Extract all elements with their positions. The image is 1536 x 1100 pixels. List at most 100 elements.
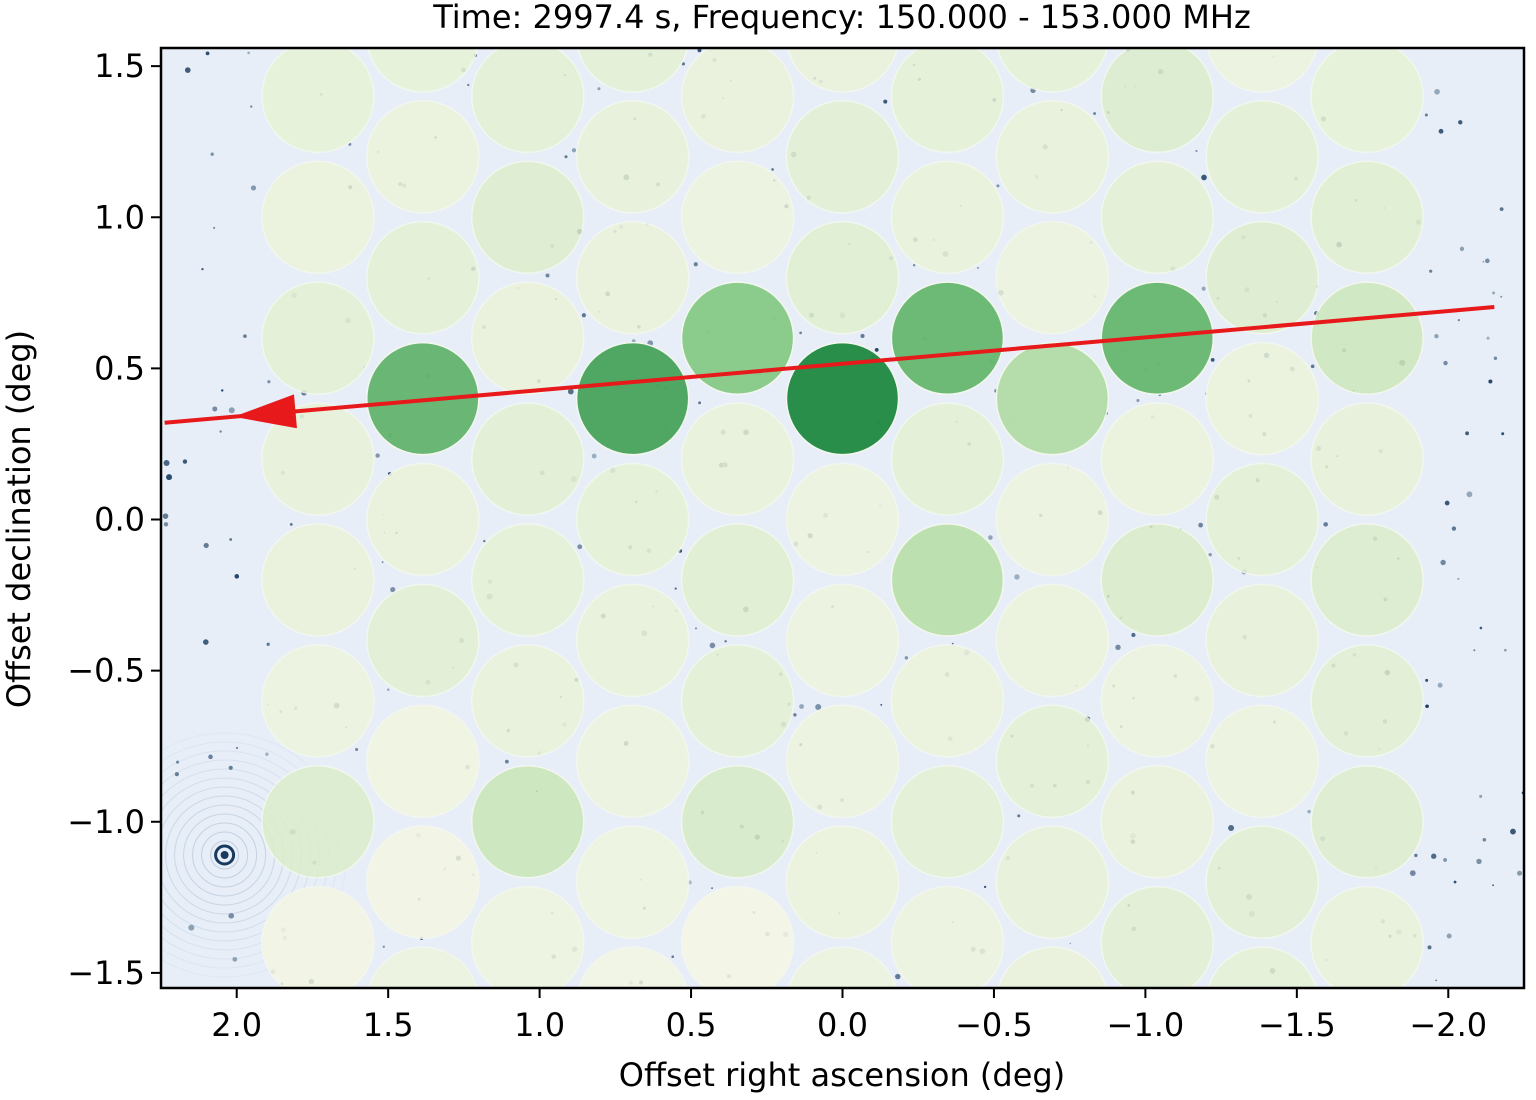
- sky-source-dot: [375, 453, 380, 458]
- sky-source-dot: [977, 266, 979, 269]
- sky-source-dot: [1488, 379, 1493, 384]
- beam-circle: [577, 946, 688, 988]
- beam-circle: [787, 48, 898, 93]
- beam-circle: [575, 341, 690, 456]
- beam-layer: [261, 48, 1424, 1096]
- x-tick-label: −2.0: [1409, 1006, 1487, 1044]
- sky-source-dot: [1434, 333, 1439, 339]
- beam-circle: [890, 523, 1005, 637]
- sky-source-dot: [1014, 574, 1020, 580]
- sky-source-dot: [1201, 174, 1207, 181]
- beam-circle: [890, 48, 1005, 154]
- sky-source-dot: [203, 639, 209, 645]
- sky-source-dot: [1482, 260, 1485, 263]
- sky-source-dot: [545, 273, 550, 278]
- beam-circle: [995, 462, 1110, 577]
- beam-circle: [575, 100, 690, 214]
- sky-source-dot: [883, 99, 888, 104]
- sky-source-dot: [799, 704, 804, 709]
- beam-circle: [995, 341, 1110, 456]
- sky-source-dot: [166, 474, 173, 481]
- chart-title: Time: 2997.4 s, Frequency: 150.000 - 153…: [432, 0, 1251, 36]
- sky-source-dot: [1443, 858, 1447, 862]
- sky-source-dot: [1425, 704, 1429, 709]
- sky-source-dot: [228, 765, 233, 770]
- beam-circle: [366, 462, 480, 577]
- sky-source-dot: [860, 333, 865, 339]
- sky-source-dot: [203, 542, 209, 549]
- beam-circle: [470, 644, 585, 758]
- sky-source-dot: [250, 105, 253, 108]
- sky-source-dot: [1440, 559, 1446, 566]
- sky-source-dot: [1131, 632, 1136, 638]
- sky-source-dot: [228, 407, 235, 414]
- sky-source-dot: [266, 642, 270, 646]
- source-ring: [192, 822, 258, 888]
- sky-source-dot: [1482, 837, 1487, 842]
- beam-circle: [1310, 885, 1424, 988]
- sky-source-dot: [880, 703, 883, 706]
- sky-source-dot: [267, 380, 271, 384]
- sky-source-dot: [904, 656, 909, 660]
- x-tick-label: 2.0: [211, 1006, 262, 1044]
- beam-circle: [262, 1008, 374, 1096]
- beam-circle: [1310, 764, 1424, 879]
- beam-circle: [261, 160, 375, 275]
- y-axis: 1.5 1.0 0.5 0.0 −0.5 −1.0 −1.5: [67, 47, 161, 992]
- sky-source-dot: [1414, 853, 1418, 858]
- sky-source-dot: [567, 388, 574, 395]
- beam-circle: [996, 48, 1108, 93]
- beam-circle: [366, 220, 480, 335]
- track-arrow: [164, 305, 1495, 429]
- y-tick-label: 0.0: [94, 501, 145, 539]
- sky-source-dot: [208, 754, 213, 760]
- beam-circle: [890, 764, 1005, 879]
- sky-source-dot: [815, 704, 822, 711]
- sky-source-dot: [874, 347, 879, 352]
- sky-source-dot: [1517, 870, 1523, 876]
- beam-circle: [261, 523, 375, 637]
- beam-circle: [1207, 946, 1317, 988]
- sky-source-dot: [694, 627, 697, 630]
- beam-circle: [680, 644, 795, 758]
- beam-circle: [470, 885, 585, 988]
- sky-source-dot: [698, 401, 701, 405]
- beam-circle: [1205, 825, 1319, 939]
- sky-source-dot: [184, 67, 191, 73]
- sky-source-dot: [724, 640, 727, 643]
- beam-circle: [1205, 583, 1319, 698]
- sky-source-dot: [1459, 246, 1465, 252]
- beam-circle: [366, 704, 480, 819]
- sky-source-dot: [988, 535, 993, 540]
- beam-circle: [470, 764, 585, 879]
- sky-source-dot: [1443, 360, 1448, 366]
- beam-circle: [680, 281, 795, 395]
- sky-source-dot: [1504, 648, 1507, 652]
- sky-source-dot: [597, 87, 601, 91]
- sky-source-dot: [1499, 207, 1504, 212]
- beam-circle: [261, 764, 375, 879]
- sky-source-dot: [386, 688, 390, 691]
- source-ring: [210, 840, 240, 870]
- beam-circle: [366, 583, 480, 698]
- sky-source-dot: [250, 185, 257, 191]
- beam-circle: [1206, 48, 1318, 93]
- sky-source-dot: [243, 334, 247, 338]
- sky-source-dot: [1435, 979, 1438, 982]
- beam-circle: [261, 281, 375, 395]
- beam-circle: [470, 523, 585, 637]
- sky-source-dot: [219, 430, 222, 433]
- sky-source-dot: [163, 522, 169, 527]
- beam-circle: [575, 220, 690, 335]
- x-tick-label: −1.0: [1107, 1006, 1185, 1044]
- beam-circle: [785, 704, 900, 819]
- sky-source-dot: [1465, 431, 1470, 436]
- beam-circle: [890, 160, 1005, 275]
- sky-source-dot: [1444, 500, 1450, 506]
- x-axis: 2.0 1.5 1.0 0.5 0.0 −0.5 −1.0 −1.5 −2.0: [211, 988, 1487, 1044]
- beam-circle: [577, 48, 689, 93]
- sky-source-dot: [163, 459, 170, 466]
- sky-source-dot: [212, 406, 218, 412]
- sky-source-dot: [1210, 357, 1215, 362]
